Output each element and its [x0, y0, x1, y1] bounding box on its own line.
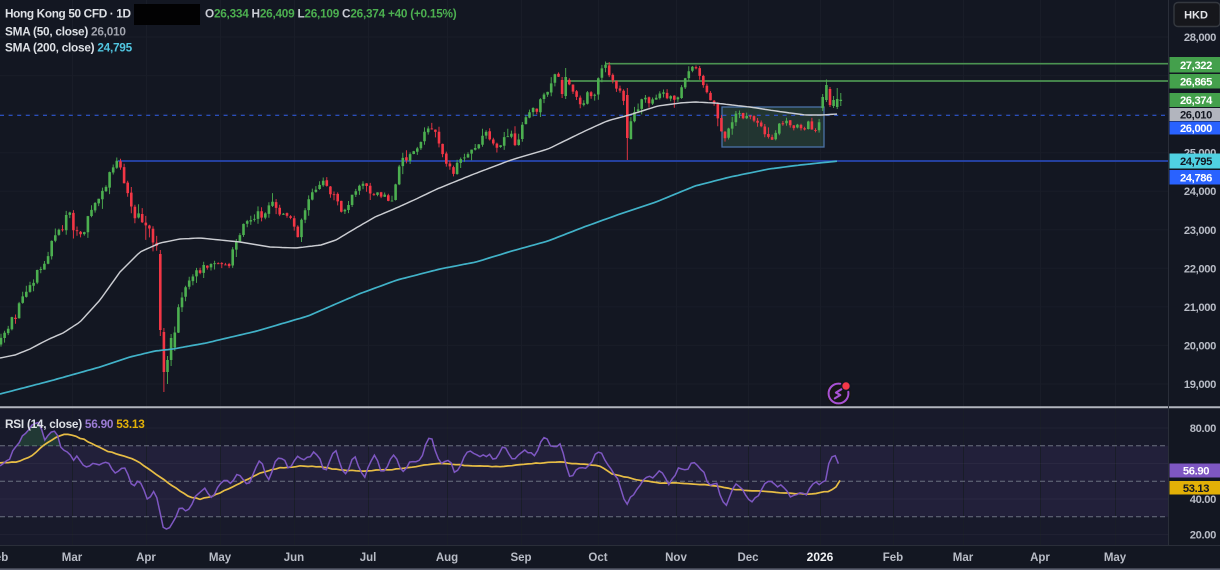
- svg-text:26,865: 26,865: [1180, 77, 1212, 89]
- svg-text:20,000: 20,000: [1184, 340, 1216, 352]
- svg-text:Jul: Jul: [360, 552, 377, 564]
- svg-text:Aug: Aug: [436, 552, 458, 564]
- svg-text:26,010: 26,010: [1180, 110, 1212, 122]
- svg-text:24,786: 24,786: [1180, 172, 1212, 184]
- svg-text:May: May: [1104, 552, 1127, 564]
- svg-text:Jun: Jun: [284, 552, 304, 564]
- svg-text:40.00: 40.00: [1190, 494, 1216, 506]
- svg-text:19,000: 19,000: [1184, 379, 1216, 391]
- svg-text:Dec: Dec: [737, 552, 759, 564]
- svg-text:53.13: 53.13: [1183, 483, 1209, 495]
- svg-text:22,000: 22,000: [1184, 263, 1216, 275]
- svg-text:Apr: Apr: [1030, 552, 1050, 564]
- svg-text:27,322: 27,322: [1180, 60, 1212, 72]
- svg-text:SMA (200, close) 24,795: SMA (200, close) 24,795: [5, 41, 133, 55]
- svg-text:80.00: 80.00: [1190, 423, 1216, 435]
- svg-text:May: May: [209, 552, 232, 564]
- svg-text:O26,334 H26,409 L26,109 C26: O26,334 H26,409 L26,109 C26,374 +40 (+0.…: [205, 7, 457, 21]
- svg-text:56.90: 56.90: [1183, 466, 1209, 478]
- svg-text:26,000: 26,000: [1180, 123, 1212, 135]
- svg-text:Mar: Mar: [62, 552, 83, 564]
- svg-text:24,000: 24,000: [1184, 186, 1216, 198]
- svg-text:Sep: Sep: [510, 552, 531, 564]
- svg-text:SMA (50, close) 26,010: SMA (50, close) 26,010: [5, 25, 126, 39]
- svg-text:Oct: Oct: [588, 552, 607, 564]
- svg-text:Mar: Mar: [953, 552, 974, 564]
- svg-text:26,374: 26,374: [1180, 95, 1213, 107]
- svg-text:RSI (14, close) 56.90 53.13: RSI (14, close) 56.90 53.13: [5, 417, 145, 431]
- svg-text:21,000: 21,000: [1184, 302, 1216, 314]
- svg-text:HKD: HKD: [1184, 9, 1208, 21]
- svg-text:23,000: 23,000: [1184, 225, 1216, 237]
- svg-text:Nov: Nov: [665, 552, 687, 564]
- svg-text:Feb: Feb: [0, 552, 8, 564]
- svg-text:2026: 2026: [807, 550, 834, 564]
- svg-text:Hong Kong 50 CFD · 1D ·: Hong Kong 50 CFD · 1D ·: [5, 7, 137, 21]
- svg-text:28,000: 28,000: [1184, 32, 1216, 44]
- svg-text:20.00: 20.00: [1190, 530, 1216, 542]
- svg-text:24,795: 24,795: [1180, 156, 1212, 168]
- svg-text:Apr: Apr: [136, 552, 156, 564]
- svg-text:Feb: Feb: [883, 552, 903, 564]
